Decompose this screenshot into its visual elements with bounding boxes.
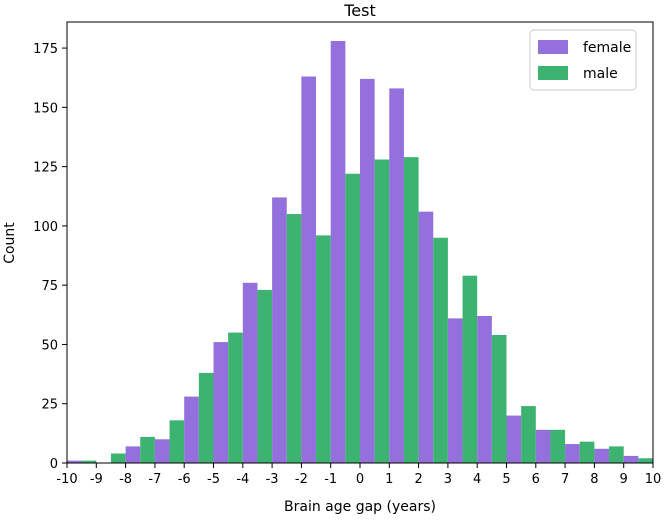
- x-tick-label: 10: [645, 472, 662, 487]
- x-tick-label: 1: [385, 472, 393, 487]
- x-axis-label: Brain age gap (years): [284, 499, 436, 515]
- bar-female--3: [272, 197, 287, 463]
- chart-title: Test: [343, 1, 376, 20]
- x-tick-label: -2: [295, 472, 308, 487]
- x-axis: -10 -9 -8 -7 -6 -5 -4 -3 -2 -1 0 1 2 3 4 5 6 7 8 9 10: [56, 463, 661, 487]
- x-tick-label: 8: [590, 472, 598, 487]
- bar-female-5: [506, 415, 522, 463]
- x-tick-label: 5: [502, 472, 510, 487]
- bar-female-9: [623, 455, 639, 463]
- x-tick-label: 2: [414, 472, 422, 487]
- bar-male-7: [579, 441, 595, 463]
- bar-male-3: [462, 275, 478, 463]
- x-tick-label: 9: [620, 472, 628, 487]
- bar-male--6: [198, 372, 214, 463]
- bar-female-8: [594, 448, 610, 463]
- y-axis-label: Count: [2, 222, 18, 264]
- x-tick-label: -10: [56, 472, 77, 487]
- x-tick-label: 3: [444, 472, 452, 487]
- y-tick-label: 25: [41, 398, 58, 413]
- x-tick-label: 4: [473, 472, 481, 487]
- bar-female-2: [418, 211, 434, 463]
- x-tick-label: -5: [207, 472, 220, 487]
- y-tick-label: 100: [33, 220, 58, 235]
- y-tick-label: 175: [33, 42, 58, 57]
- bar-male--3: [286, 214, 302, 463]
- bar-male-9: [638, 458, 653, 463]
- x-tick-label: -1: [324, 472, 337, 487]
- legend: female male: [529, 29, 637, 91]
- bar-female--4: [242, 282, 258, 463]
- bar-male--2: [316, 235, 331, 463]
- bar-female--5: [213, 342, 229, 463]
- x-tick-label: -6: [178, 472, 191, 487]
- x-tick-label: -8: [119, 472, 132, 487]
- y-tick-label: 0: [50, 457, 58, 472]
- x-tick-label: -3: [266, 472, 279, 487]
- bar-male-0: [374, 159, 390, 463]
- legend-label-female: female: [583, 40, 631, 56]
- bar-female-0: [360, 78, 375, 464]
- bar-male-4: [491, 334, 507, 463]
- y-tick-label: 150: [33, 101, 58, 116]
- legend-swatch-male: [538, 66, 568, 80]
- bar-female--8: [125, 446, 141, 463]
- y-tick-label: 125: [33, 161, 58, 176]
- y-tick-label: 75: [41, 279, 58, 294]
- bar-male--7: [169, 420, 185, 463]
- y-axis: 0 25 50 75 100 125 150 175: [33, 42, 67, 472]
- bar-male-5: [521, 406, 536, 463]
- bar-female-6: [535, 429, 551, 463]
- bar-male-8: [609, 446, 624, 463]
- legend-swatch-female: [538, 40, 568, 54]
- bar-male-1: [403, 157, 419, 463]
- x-tick-label: 0: [356, 472, 364, 487]
- x-tick-label: -9: [90, 472, 103, 487]
- bar-male-2: [433, 237, 448, 463]
- bars-layer: [67, 40, 653, 464]
- x-tick-label: 6: [532, 472, 540, 487]
- bar-female-4: [477, 316, 492, 463]
- bar-male--1: [345, 173, 360, 464]
- bar-male--10: [81, 460, 97, 463]
- bar-female--10: [67, 460, 82, 463]
- bar-male--5: [228, 332, 243, 463]
- bar-male--4: [257, 289, 273, 463]
- bar-female--1: [330, 40, 346, 463]
- legend-label-male: male: [583, 66, 618, 82]
- bar-female--7: [154, 439, 170, 463]
- bar-male--9: [110, 453, 126, 463]
- bar-male-6: [550, 429, 566, 463]
- x-tick-label: -4: [236, 472, 249, 487]
- bar-female--2: [301, 76, 317, 463]
- bar-male--8: [140, 436, 155, 463]
- x-tick-label: -7: [148, 472, 161, 487]
- y-tick-label: 50: [41, 338, 58, 353]
- bar-female-7: [565, 444, 580, 463]
- bar-female-1: [389, 88, 404, 463]
- bar-female-3: [447, 318, 463, 463]
- bar-female--6: [184, 396, 199, 463]
- x-tick-label: 7: [561, 472, 569, 487]
